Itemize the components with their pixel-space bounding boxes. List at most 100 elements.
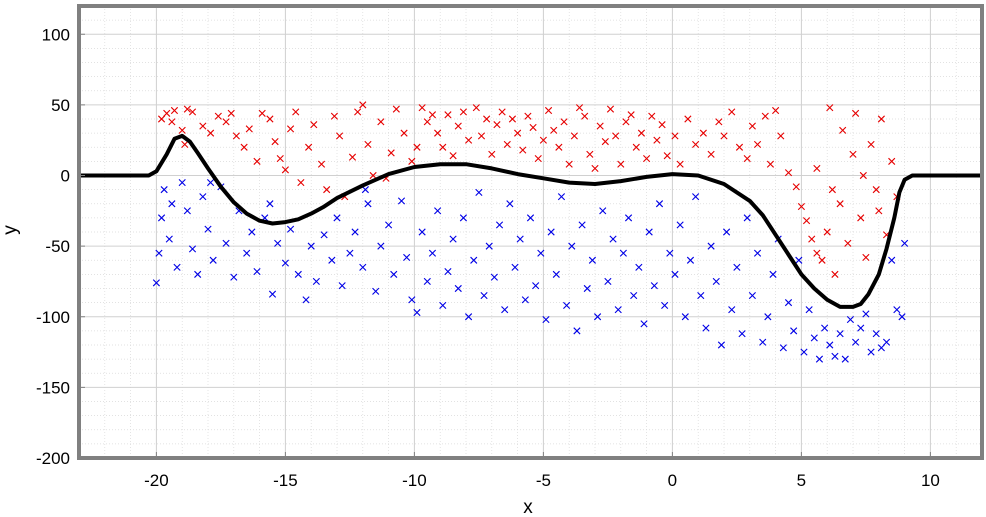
blue-point: [712, 277, 720, 286]
blue-point: [183, 207, 191, 215]
red-point: [748, 122, 756, 130]
blue-point: [204, 225, 212, 233]
red-point: [271, 138, 279, 146]
blue-point: [506, 200, 514, 208]
blue-point: [165, 235, 173, 243]
red-point: [214, 112, 222, 120]
x-axis-label: x: [523, 497, 533, 517]
red-point: [472, 104, 480, 112]
blue-point: [397, 197, 406, 205]
red-point: [539, 136, 547, 144]
blue-point: [320, 231, 328, 239]
red-point: [813, 164, 821, 173]
blue-point: [459, 214, 468, 222]
blue-point: [423, 277, 431, 286]
y-tick-label: 0: [61, 167, 70, 186]
blue-point: [521, 296, 529, 304]
red-point: [222, 118, 230, 126]
red-point: [813, 249, 821, 257]
blue-point: [851, 338, 860, 346]
red-point: [857, 214, 865, 222]
blue-point: [650, 282, 658, 290]
blue-point: [624, 214, 633, 222]
red-point: [544, 106, 553, 115]
red-point: [464, 136, 473, 144]
red-point: [839, 126, 847, 134]
blue-point: [640, 320, 648, 328]
red-point: [323, 186, 331, 194]
blue-point: [243, 249, 251, 257]
red-point: [596, 122, 604, 130]
blue-point: [230, 273, 238, 281]
red-point: [575, 104, 584, 112]
blue-point: [274, 239, 282, 247]
blue-point: [810, 334, 818, 342]
blue-point: [155, 249, 163, 257]
red-point: [488, 150, 496, 158]
red-point: [862, 253, 870, 262]
red-point: [281, 166, 289, 174]
red-point: [181, 140, 189, 149]
blue-point: [464, 313, 473, 321]
blue-point: [361, 186, 369, 194]
blue-point: [281, 259, 289, 267]
blue-point: [563, 301, 571, 310]
blue-point: [898, 313, 906, 321]
x-tick-label: 5: [797, 471, 806, 490]
blue-point: [470, 256, 478, 264]
red-point: [728, 108, 736, 116]
blue-point: [188, 245, 197, 253]
blue-point: [815, 355, 824, 363]
red-point: [227, 109, 235, 117]
blue-point: [686, 256, 695, 264]
red-point: [534, 154, 542, 163]
red-point: [692, 140, 700, 149]
blue-point: [152, 279, 160, 287]
red-point: [330, 112, 339, 120]
blue-point: [795, 256, 803, 264]
red-point: [606, 105, 615, 113]
red-point: [836, 200, 844, 208]
x-axis-ticks: -20 -15 -10 -5 0 5 10: [144, 452, 940, 490]
blue-point: [759, 338, 767, 346]
blue-point: [609, 235, 617, 243]
blue-point: [168, 200, 176, 208]
red-point: [715, 118, 723, 126]
blue-point: [846, 315, 855, 324]
blue-point: [439, 301, 447, 310]
red-point: [859, 171, 867, 180]
blue-point: [266, 200, 274, 208]
red-point: [439, 143, 447, 151]
blue-point: [485, 242, 493, 250]
red-point: [508, 115, 517, 123]
red-point: [586, 150, 594, 158]
x-tick-label: -20: [144, 471, 169, 490]
red-point: [627, 111, 635, 119]
blue-point: [748, 291, 756, 300]
red-point: [818, 256, 826, 264]
red-point: [637, 129, 646, 137]
y-tick-label: -100: [36, 308, 70, 327]
red-point: [188, 108, 197, 116]
blue-point: [199, 193, 207, 201]
red-point: [359, 101, 367, 109]
red-point: [423, 118, 431, 126]
blue-point: [614, 306, 622, 314]
red-class-points: [157, 101, 901, 278]
x-tick-label: -15: [273, 471, 298, 490]
blue-point: [511, 263, 519, 271]
blue-point: [248, 228, 256, 236]
red-point: [797, 202, 805, 211]
red-point: [206, 129, 215, 137]
red-point: [444, 111, 452, 119]
red-point: [617, 160, 625, 168]
blue-point: [403, 253, 411, 262]
blue-point: [209, 256, 217, 264]
blue-point: [893, 306, 901, 314]
blue-point: [717, 341, 726, 349]
blue-point: [516, 235, 524, 243]
red-point: [643, 154, 651, 163]
blue-point: [743, 214, 751, 222]
y-tick-label: -200: [36, 449, 70, 468]
